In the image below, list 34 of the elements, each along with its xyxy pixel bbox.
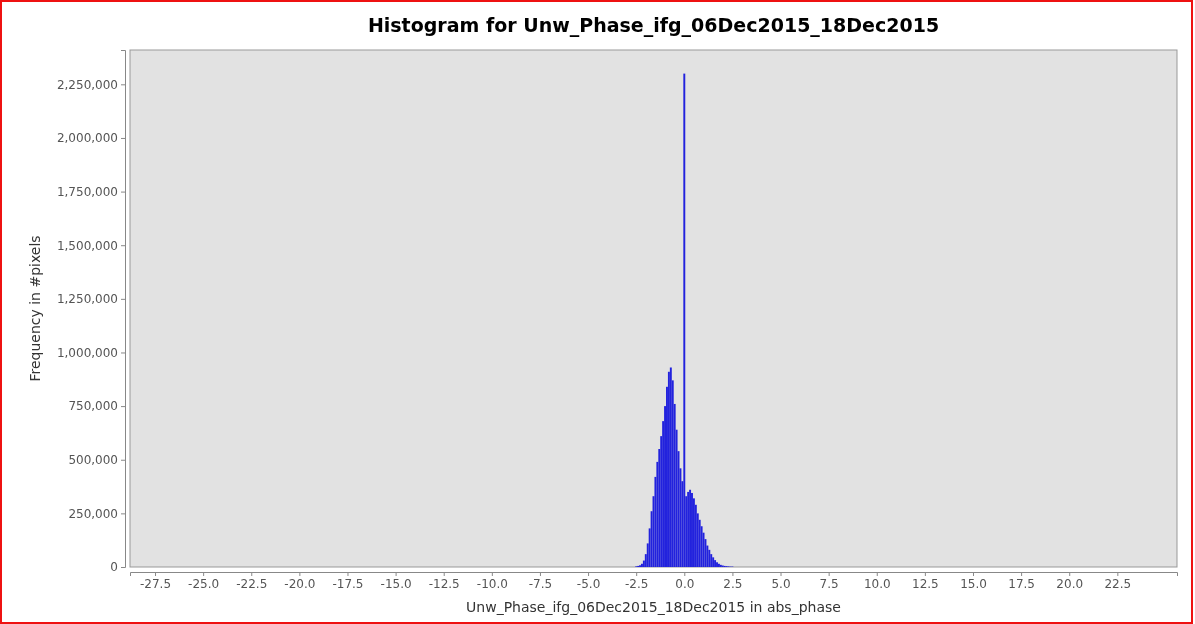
x-tick-label: -12.5 [428,576,460,591]
x-tick-label: 12.5 [912,576,939,591]
x-tick-label: 5.0 [771,576,791,591]
y-tick-label: 1,000,000 [56,345,118,360]
x-tick-label: 20.0 [1056,576,1084,591]
y-tick-label: 1,500,000 [56,238,118,253]
y-tick-label: 500,000 [68,453,118,468]
x-tick-label: -17.5 [332,576,364,591]
x-tick-label: -27.5 [139,576,172,591]
x-tick-label: -22.5 [236,576,268,591]
y-tick-label: 1,750,000 [56,184,118,199]
x-tick-label: -25.0 [188,576,220,591]
x-tick-label: -5.0 [576,576,601,591]
x-tick-label: 10.0 [863,576,891,591]
y-tick-label: 750,000 [68,399,118,414]
x-tick-label: -10.0 [476,576,508,591]
y-tick-label: 0 [110,560,118,575]
x-tick-label: 2.5 [723,576,743,591]
x-tick-label: 22.5 [1104,576,1132,591]
x-tick-label: -2.5 [624,576,649,591]
x-tick-label: -20.0 [284,576,316,591]
y-tick-label: 250,000 [68,506,118,521]
y-axis-title: Frequency in #pixels [27,235,43,382]
y-tick-label: 1,250,000 [56,292,118,307]
x-tick-label: 15.0 [960,576,987,591]
y-tick-label: 2,250,000 [56,77,118,92]
x-tick-label: 17.5 [1008,576,1035,591]
x-axis-title: Unw_Phase_ifg_06Dec2015_18Dec2015 in abs_phase [466,599,841,615]
x-tick-label: 0.0 [675,576,695,591]
x-tick-label: -7.5 [528,576,553,591]
x-tick-label: -15.0 [380,576,412,591]
y-tick-label: 2,000,000 [56,131,118,146]
x-tick-label: 7.5 [819,576,839,591]
chart-title: Histogram for Unw_Phase_ifg_06Dec2015_18Dec2015 [367,14,940,37]
